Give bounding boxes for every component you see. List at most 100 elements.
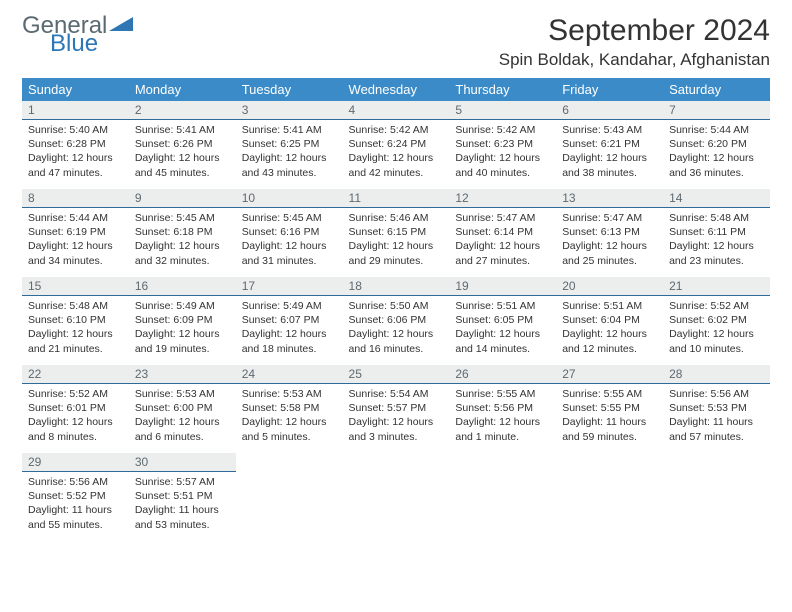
header: General Blue September 2024 Spin Boldak,… <box>22 14 770 70</box>
day-number: 28 <box>663 365 770 384</box>
weekday-header: Tuesday <box>236 78 343 101</box>
page-subtitle: Spin Boldak, Kandahar, Afghanistan <box>499 50 770 70</box>
weekday-header: Monday <box>129 78 236 101</box>
calendar-cell: 2Sunrise: 5:41 AMSunset: 6:26 PMDaylight… <box>129 101 236 189</box>
calendar-cell: 24Sunrise: 5:53 AMSunset: 5:58 PMDayligh… <box>236 365 343 453</box>
calendar-cell <box>343 453 450 541</box>
calendar-cell: 10Sunrise: 5:45 AMSunset: 6:16 PMDayligh… <box>236 189 343 277</box>
day-details: Sunrise: 5:52 AMSunset: 6:02 PMDaylight:… <box>663 296 770 362</box>
calendar-cell: 25Sunrise: 5:54 AMSunset: 5:57 PMDayligh… <box>343 365 450 453</box>
day-details: Sunrise: 5:49 AMSunset: 6:07 PMDaylight:… <box>236 296 343 362</box>
calendar-row: 8Sunrise: 5:44 AMSunset: 6:19 PMDaylight… <box>22 189 770 277</box>
day-number: 23 <box>129 365 236 384</box>
calendar-row: 15Sunrise: 5:48 AMSunset: 6:10 PMDayligh… <box>22 277 770 365</box>
day-number: 17 <box>236 277 343 296</box>
weekday-header: Sunday <box>22 78 129 101</box>
day-details: Sunrise: 5:53 AMSunset: 5:58 PMDaylight:… <box>236 384 343 450</box>
calendar-cell: 14Sunrise: 5:48 AMSunset: 6:11 PMDayligh… <box>663 189 770 277</box>
day-details: Sunrise: 5:51 AMSunset: 6:05 PMDaylight:… <box>449 296 556 362</box>
calendar-cell: 26Sunrise: 5:55 AMSunset: 5:56 PMDayligh… <box>449 365 556 453</box>
calendar-row: 1Sunrise: 5:40 AMSunset: 6:28 PMDaylight… <box>22 101 770 189</box>
day-number: 21 <box>663 277 770 296</box>
calendar-cell: 18Sunrise: 5:50 AMSunset: 6:06 PMDayligh… <box>343 277 450 365</box>
day-details: Sunrise: 5:57 AMSunset: 5:51 PMDaylight:… <box>129 472 236 538</box>
day-details: Sunrise: 5:55 AMSunset: 5:55 PMDaylight:… <box>556 384 663 450</box>
day-details: Sunrise: 5:44 AMSunset: 6:20 PMDaylight:… <box>663 120 770 186</box>
calendar-cell: 17Sunrise: 5:49 AMSunset: 6:07 PMDayligh… <box>236 277 343 365</box>
calendar-cell: 3Sunrise: 5:41 AMSunset: 6:25 PMDaylight… <box>236 101 343 189</box>
day-number: 19 <box>449 277 556 296</box>
day-number: 8 <box>22 189 129 208</box>
day-details: Sunrise: 5:41 AMSunset: 6:26 PMDaylight:… <box>129 120 236 186</box>
weekday-header: Friday <box>556 78 663 101</box>
day-number: 11 <box>343 189 450 208</box>
calendar-table: Sunday Monday Tuesday Wednesday Thursday… <box>22 78 770 541</box>
day-number: 25 <box>343 365 450 384</box>
day-details: Sunrise: 5:56 AMSunset: 5:53 PMDaylight:… <box>663 384 770 450</box>
day-number: 29 <box>22 453 129 472</box>
day-number: 5 <box>449 101 556 120</box>
calendar-cell: 19Sunrise: 5:51 AMSunset: 6:05 PMDayligh… <box>449 277 556 365</box>
page-title: September 2024 <box>499 14 770 48</box>
calendar-cell: 8Sunrise: 5:44 AMSunset: 6:19 PMDaylight… <box>22 189 129 277</box>
day-details: Sunrise: 5:56 AMSunset: 5:52 PMDaylight:… <box>22 472 129 538</box>
calendar-cell: 28Sunrise: 5:56 AMSunset: 5:53 PMDayligh… <box>663 365 770 453</box>
calendar-cell: 6Sunrise: 5:43 AMSunset: 6:21 PMDaylight… <box>556 101 663 189</box>
day-number: 10 <box>236 189 343 208</box>
day-number: 9 <box>129 189 236 208</box>
calendar-cell: 4Sunrise: 5:42 AMSunset: 6:24 PMDaylight… <box>343 101 450 189</box>
day-number: 3 <box>236 101 343 120</box>
day-details: Sunrise: 5:42 AMSunset: 6:24 PMDaylight:… <box>343 120 450 186</box>
day-number: 1 <box>22 101 129 120</box>
day-number: 12 <box>449 189 556 208</box>
weekday-header: Wednesday <box>343 78 450 101</box>
day-number: 14 <box>663 189 770 208</box>
day-details: Sunrise: 5:54 AMSunset: 5:57 PMDaylight:… <box>343 384 450 450</box>
day-details: Sunrise: 5:42 AMSunset: 6:23 PMDaylight:… <box>449 120 556 186</box>
day-details: Sunrise: 5:53 AMSunset: 6:00 PMDaylight:… <box>129 384 236 450</box>
day-number: 26 <box>449 365 556 384</box>
weekday-header: Saturday <box>663 78 770 101</box>
day-number: 30 <box>129 453 236 472</box>
day-details: Sunrise: 5:40 AMSunset: 6:28 PMDaylight:… <box>22 120 129 186</box>
day-details: Sunrise: 5:47 AMSunset: 6:13 PMDaylight:… <box>556 208 663 274</box>
calendar-cell: 1Sunrise: 5:40 AMSunset: 6:28 PMDaylight… <box>22 101 129 189</box>
title-block: September 2024 Spin Boldak, Kandahar, Af… <box>499 14 770 70</box>
day-details: Sunrise: 5:45 AMSunset: 6:18 PMDaylight:… <box>129 208 236 274</box>
day-number: 7 <box>663 101 770 120</box>
day-number: 13 <box>556 189 663 208</box>
day-details: Sunrise: 5:41 AMSunset: 6:25 PMDaylight:… <box>236 120 343 186</box>
calendar-cell: 9Sunrise: 5:45 AMSunset: 6:18 PMDaylight… <box>129 189 236 277</box>
calendar-cell: 13Sunrise: 5:47 AMSunset: 6:13 PMDayligh… <box>556 189 663 277</box>
calendar-cell: 29Sunrise: 5:56 AMSunset: 5:52 PMDayligh… <box>22 453 129 541</box>
day-details: Sunrise: 5:55 AMSunset: 5:56 PMDaylight:… <box>449 384 556 450</box>
calendar-cell: 23Sunrise: 5:53 AMSunset: 6:00 PMDayligh… <box>129 365 236 453</box>
day-number: 6 <box>556 101 663 120</box>
calendar-cell: 7Sunrise: 5:44 AMSunset: 6:20 PMDaylight… <box>663 101 770 189</box>
calendar-cell: 20Sunrise: 5:51 AMSunset: 6:04 PMDayligh… <box>556 277 663 365</box>
calendar-cell: 21Sunrise: 5:52 AMSunset: 6:02 PMDayligh… <box>663 277 770 365</box>
weekday-header-row: Sunday Monday Tuesday Wednesday Thursday… <box>22 78 770 101</box>
day-details: Sunrise: 5:49 AMSunset: 6:09 PMDaylight:… <box>129 296 236 362</box>
calendar-cell <box>449 453 556 541</box>
day-number: 16 <box>129 277 236 296</box>
calendar-cell <box>556 453 663 541</box>
calendar-cell: 5Sunrise: 5:42 AMSunset: 6:23 PMDaylight… <box>449 101 556 189</box>
day-details: Sunrise: 5:51 AMSunset: 6:04 PMDaylight:… <box>556 296 663 362</box>
day-number: 15 <box>22 277 129 296</box>
day-details: Sunrise: 5:46 AMSunset: 6:15 PMDaylight:… <box>343 208 450 274</box>
calendar-cell: 12Sunrise: 5:47 AMSunset: 6:14 PMDayligh… <box>449 189 556 277</box>
day-details: Sunrise: 5:48 AMSunset: 6:10 PMDaylight:… <box>22 296 129 362</box>
calendar-cell: 16Sunrise: 5:49 AMSunset: 6:09 PMDayligh… <box>129 277 236 365</box>
day-number: 24 <box>236 365 343 384</box>
calendar-cell <box>663 453 770 541</box>
day-details: Sunrise: 5:50 AMSunset: 6:06 PMDaylight:… <box>343 296 450 362</box>
day-number: 18 <box>343 277 450 296</box>
day-number: 22 <box>22 365 129 384</box>
day-number: 20 <box>556 277 663 296</box>
calendar-cell: 15Sunrise: 5:48 AMSunset: 6:10 PMDayligh… <box>22 277 129 365</box>
day-number: 2 <box>129 101 236 120</box>
logo-text-blue: Blue <box>50 32 135 56</box>
calendar-cell: 11Sunrise: 5:46 AMSunset: 6:15 PMDayligh… <box>343 189 450 277</box>
day-number: 27 <box>556 365 663 384</box>
